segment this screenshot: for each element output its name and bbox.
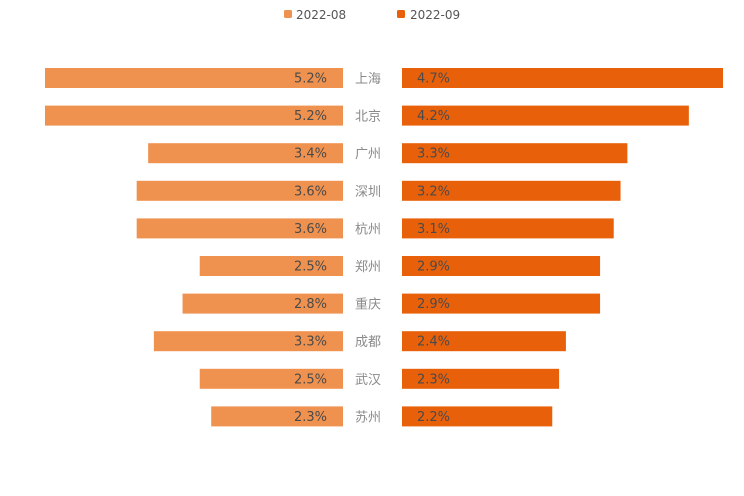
bar-2022-08-6 xyxy=(182,293,343,314)
value-label-2022-08-7: 3.3% xyxy=(294,335,327,350)
category-label-8: 武汉 xyxy=(355,373,381,388)
bar-2022-09-1 xyxy=(402,105,689,126)
legend-label-2022-08: 2022-08 xyxy=(296,8,346,22)
bar-2022-08-9 xyxy=(211,406,343,427)
bar-2022-09-7 xyxy=(402,331,566,352)
value-label-2022-08-0: 5.2% xyxy=(294,72,327,87)
value-label-2022-09-4: 3.1% xyxy=(417,222,450,237)
bar-2022-09-4 xyxy=(402,218,614,239)
value-label-2022-08-4: 3.6% xyxy=(294,222,327,237)
bar-2022-08-2 xyxy=(148,143,343,164)
category-label-3: 深圳 xyxy=(355,185,381,200)
value-label-2022-09-0: 4.7% xyxy=(417,72,450,87)
value-label-2022-08-6: 2.8% xyxy=(294,297,327,312)
category-label-6: 重庆 xyxy=(355,297,381,313)
value-label-2022-08-9: 2.3% xyxy=(294,410,327,425)
value-label-2022-08-8: 2.5% xyxy=(294,372,327,387)
category-label-7: 成都 xyxy=(355,335,381,350)
bar-2022-08-5 xyxy=(199,256,343,276)
bar-2022-09-9 xyxy=(402,406,553,427)
value-label-2022-09-6: 2.9% xyxy=(417,297,450,312)
bar-2022-09-2 xyxy=(402,143,628,164)
bar-2022-08-1 xyxy=(45,105,343,126)
value-label-2022-09-8: 2.3% xyxy=(417,372,450,387)
value-label-2022-08-1: 5.2% xyxy=(294,109,327,124)
value-label-2022-09-3: 3.2% xyxy=(417,184,450,199)
value-label-2022-09-5: 2.9% xyxy=(417,260,450,275)
bar-2022-09-3 xyxy=(402,180,621,201)
legend-label-2022-09: 2022-09 xyxy=(410,8,460,22)
bar-2022-09-5 xyxy=(402,256,601,276)
bar-2022-08-0 xyxy=(45,68,343,88)
bar-2022-08-8 xyxy=(199,368,343,389)
bar-2022-09-8 xyxy=(402,368,560,389)
category-label-4: 杭州 xyxy=(355,222,381,237)
category-label-9: 苏州 xyxy=(355,409,381,425)
value-label-2022-08-3: 3.6% xyxy=(294,184,327,199)
value-label-2022-08-5: 2.5% xyxy=(294,260,327,275)
bar-2022-08-3 xyxy=(136,180,343,201)
legend-swatch-2022-08 xyxy=(284,10,292,18)
category-label-2: 广州 xyxy=(355,147,381,162)
legend-swatch-2022-09 xyxy=(397,10,405,18)
bar-2022-09-0 xyxy=(402,68,723,88)
value-label-2022-09-7: 2.4% xyxy=(417,335,450,350)
bar-2022-09-6 xyxy=(402,293,601,314)
category-label-1: 北京 xyxy=(355,110,381,125)
bar-2022-08-4 xyxy=(136,218,343,239)
bar-2022-08-7 xyxy=(153,331,343,352)
value-label-2022-09-1: 4.2% xyxy=(417,109,450,124)
category-label-5: 郑州 xyxy=(355,260,381,275)
value-label-2022-08-2: 3.4% xyxy=(294,147,327,162)
value-label-2022-09-9: 2.2% xyxy=(417,410,450,425)
value-label-2022-09-2: 3.3% xyxy=(417,147,450,162)
category-label-0: 上海 xyxy=(355,72,381,87)
